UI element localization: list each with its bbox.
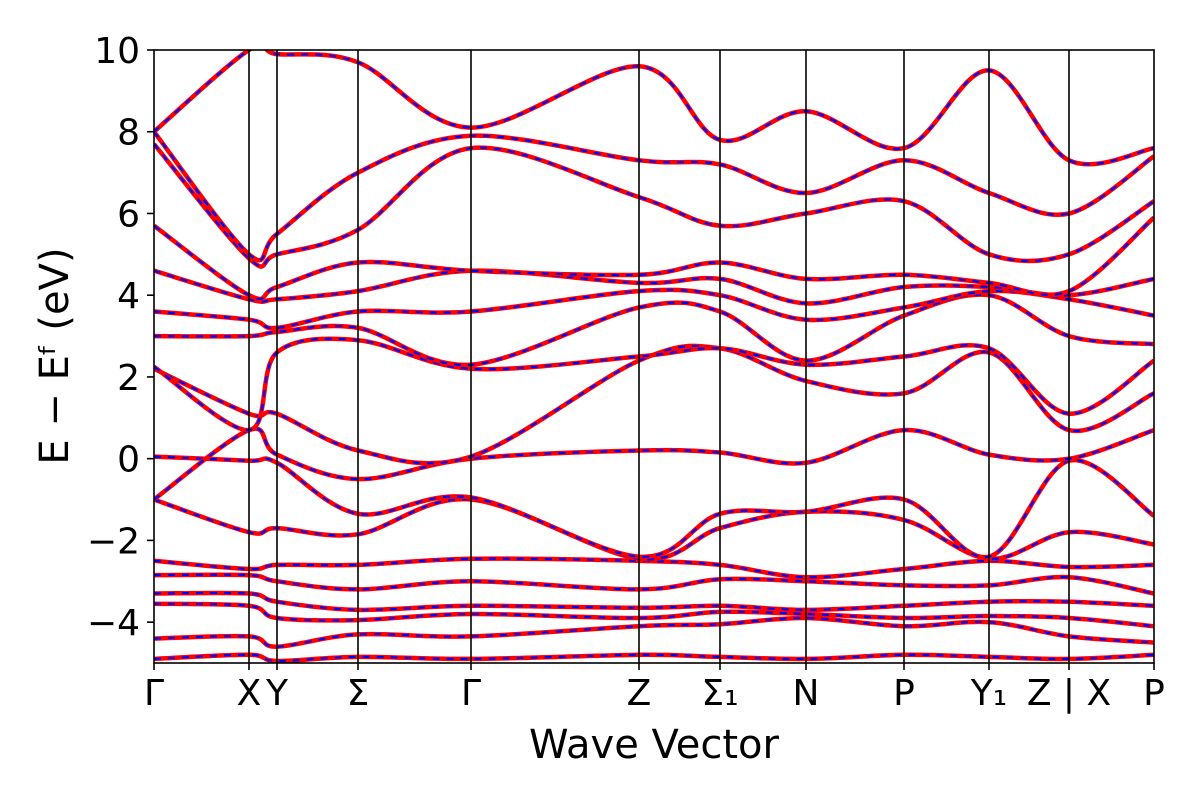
band-line-overlay-1 bbox=[154, 653, 1154, 663]
band-line-overlay-13 bbox=[154, 288, 1154, 330]
y-tick-label: 0 bbox=[117, 440, 140, 481]
kpoint-label: Z | X bbox=[1027, 673, 1111, 714]
bands-layer bbox=[154, 50, 1154, 663]
band-line-9 bbox=[154, 426, 1154, 502]
band-line-overlay-9 bbox=[154, 427, 1154, 501]
band-line-overlay-18 bbox=[154, 50, 1154, 166]
band-line-7 bbox=[154, 496, 1154, 562]
y-tick-label: 4 bbox=[117, 276, 140, 317]
band-line-overlay-5 bbox=[154, 573, 1154, 595]
y-tick-label: 10 bbox=[94, 31, 140, 72]
plot-frame bbox=[153, 49, 1155, 664]
band-line-1 bbox=[154, 652, 1154, 663]
kpoint-label: P bbox=[1143, 673, 1165, 714]
kpoint-label: X bbox=[237, 673, 262, 714]
y-axis-label: E − Eᶠ (eV) bbox=[32, 247, 78, 464]
kpoint-label: P bbox=[893, 673, 915, 714]
band-line-8 bbox=[154, 454, 1154, 560]
band-line-17 bbox=[154, 130, 1154, 263]
band-line-overlay-17 bbox=[154, 131, 1154, 262]
high-symmetry-lines bbox=[248, 50, 1070, 663]
band-line-10 bbox=[154, 343, 1154, 466]
x-axis-label: Wave Vector bbox=[529, 722, 780, 768]
x-axis: Γ X Y Σ Γ Z Σ₁ N P Y₁ Z | X P bbox=[144, 663, 1165, 714]
band-line-18 bbox=[154, 50, 1154, 167]
y-tick-label: −2 bbox=[87, 521, 140, 562]
band-line-6 bbox=[154, 556, 1154, 580]
band-line-4 bbox=[154, 590, 1154, 613]
kpoint-label: Z bbox=[627, 673, 652, 714]
kpoint-label: Σ bbox=[347, 673, 370, 714]
kpoint-label: Γ bbox=[144, 673, 164, 714]
band-line-overlay-2 bbox=[154, 616, 1154, 648]
kpoint-label: Y bbox=[265, 673, 289, 714]
band-line-overlay-8 bbox=[154, 455, 1154, 559]
y-tick-label: 2 bbox=[117, 358, 140, 399]
band-line-overlay-7 bbox=[154, 498, 1154, 561]
band-line-overlay-10 bbox=[154, 344, 1154, 465]
band-line-overlay-6 bbox=[154, 557, 1154, 579]
kpoint-label: Γ bbox=[461, 673, 481, 714]
y-axis: −4 −2 0 2 4 6 8 10 bbox=[87, 31, 154, 644]
kpoint-label: N bbox=[793, 673, 820, 714]
band-line-2 bbox=[154, 615, 1154, 649]
band-line-11 bbox=[154, 336, 1154, 433]
y-tick-label: 6 bbox=[117, 194, 140, 235]
kpoint-label: Σ₁ bbox=[701, 673, 738, 714]
y-tick-label: 8 bbox=[117, 113, 140, 154]
y-tick-label: −4 bbox=[87, 603, 140, 644]
kpoint-label: Y₁ bbox=[970, 673, 1007, 714]
band-line-overlay-4 bbox=[154, 591, 1154, 612]
band-line-5 bbox=[154, 572, 1154, 596]
